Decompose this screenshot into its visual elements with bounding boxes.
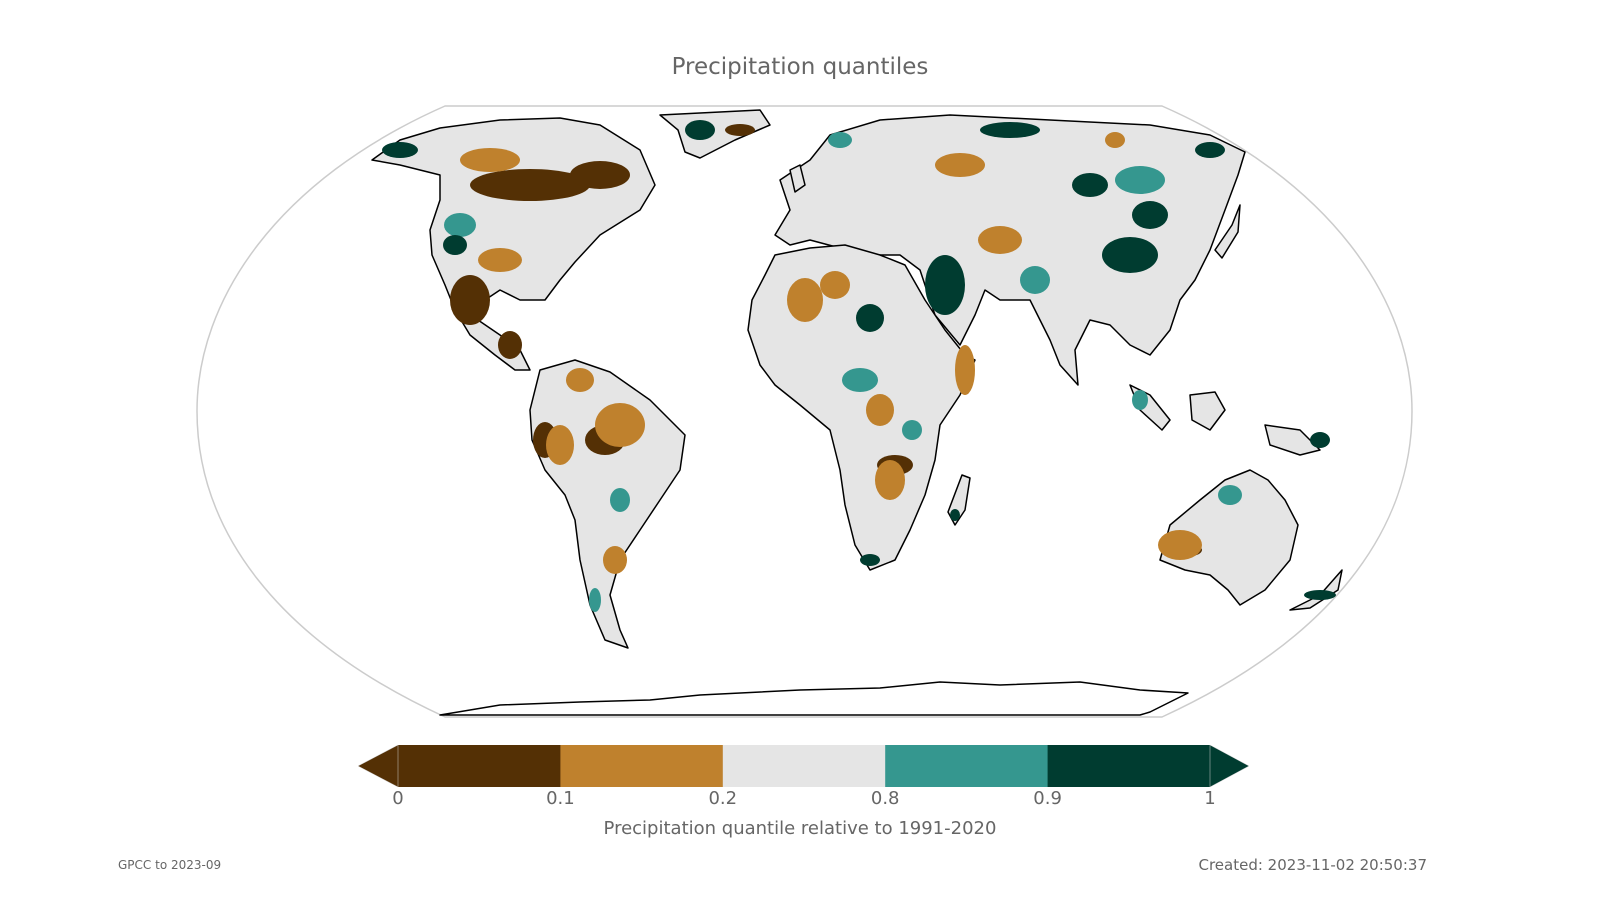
antarctica [439,681,1189,716]
colorbar-bin-0.9-1 [1047,745,1211,787]
map-title: Precipitation quantiles [671,54,929,80]
greenland [659,109,771,159]
colorbar-bin-0.2-0.8 [722,745,886,787]
colorbar-tick-label: 0.9 [1033,788,1062,809]
data-source: GPCC to 2023-09 [118,858,222,872]
created-timestamp: Created: 2023-11-02 20:50:37 [1198,856,1428,874]
colorbar-tick-label: 0.1 [546,788,575,809]
dry-patches [460,132,1202,574]
colorbar-tick-label: 1 [1204,788,1216,809]
africa [747,244,976,571]
colorbar-tick-label: 0.8 [870,788,900,809]
colorbar-tick-label: 0.2 [708,788,738,809]
colorbar-bin-0.1-0.2 [560,745,724,787]
colorbar-bin-0-0.1 [398,745,561,787]
very-wet-patches [382,120,1336,600]
colorbar-label: Precipitation quantile relative to 1991-… [603,818,997,839]
colorbar-tick-label: 0 [392,788,404,809]
colorbar-extend-high [1209,744,1250,788]
quantile-patches [382,120,1336,612]
wet-patches [444,132,1242,612]
britain [789,164,806,193]
borneo [1189,391,1226,431]
colorbar-bin-0.8-0.9 [885,745,1049,787]
colorbar-extend-low [357,744,399,788]
very-dry-patches [450,124,1202,556]
australia [1159,469,1299,606]
new-guinea [1264,424,1321,456]
japan [1214,204,1241,259]
